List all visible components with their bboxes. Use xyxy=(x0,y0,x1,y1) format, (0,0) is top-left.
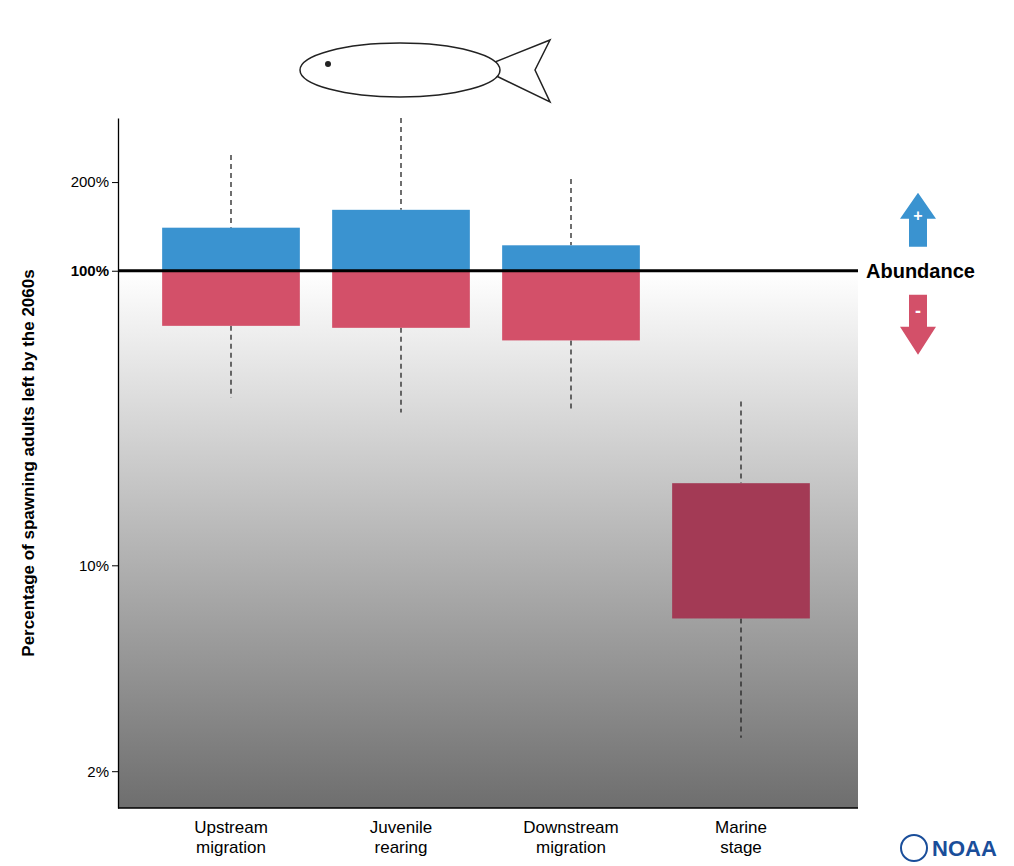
x-tick-label: Juvenilerearing xyxy=(370,818,432,857)
x-tick-label: Upstreammigration xyxy=(194,818,268,857)
x-tick-label-line: migration xyxy=(536,838,606,857)
box-decrease xyxy=(332,271,470,328)
y-axis-line xyxy=(118,119,119,809)
fish-body xyxy=(300,43,500,97)
fish-eye xyxy=(325,61,331,67)
x-tick-label: Downstreammigration xyxy=(523,818,618,857)
x-tick-label-line: Marine xyxy=(715,818,767,837)
whisker-high xyxy=(230,155,231,228)
reference-line xyxy=(118,269,858,272)
x-tick: Juvenilerearing xyxy=(370,808,432,857)
logo-circle xyxy=(901,835,927,861)
x-tick-label-line: Downstream xyxy=(523,818,618,837)
box-increase xyxy=(332,210,470,271)
whisker-low xyxy=(740,618,741,737)
whisker-high xyxy=(740,401,741,483)
y-tick-mark xyxy=(112,271,118,272)
x-axis-line xyxy=(118,807,858,808)
y-axis-title: Percentage of spawning adults left by th… xyxy=(19,269,38,656)
y-axis: 2% 10% 100% 200% xyxy=(71,119,119,809)
chart: Abundance+-2%10%100%200%Upstreammigratio… xyxy=(0,0,1014,866)
arrow-up xyxy=(900,193,936,247)
y-tick: 2% xyxy=(87,762,118,779)
y-tick-label: 100% xyxy=(71,262,109,279)
y-tick: 100% xyxy=(71,262,118,279)
y-tick-mark xyxy=(112,565,118,566)
x-tick-label-line: stage xyxy=(720,838,762,857)
box-increase xyxy=(502,245,640,270)
x-axis: UpstreammigrationJuvenilerearingDownstre… xyxy=(194,808,767,857)
box-decrease xyxy=(162,271,300,326)
x-tick-label-line: migration xyxy=(196,838,266,857)
fish-icon xyxy=(300,40,550,102)
y-tick-mark xyxy=(112,182,118,183)
annotation: Abundance xyxy=(866,260,975,282)
whisker-high xyxy=(400,118,401,210)
source-logo: NOAA xyxy=(932,836,997,861)
x-tick-label-line: rearing xyxy=(375,838,428,857)
whisker-low xyxy=(570,340,571,412)
x-tick-label-line: Upstream xyxy=(194,818,268,837)
box-increase xyxy=(162,228,300,271)
arrow-up-label: + xyxy=(913,207,922,224)
x-tick-label: Marinestage xyxy=(715,818,767,857)
background-gradient xyxy=(118,271,858,808)
box-decrease xyxy=(502,271,640,341)
box-decrease xyxy=(672,483,810,618)
y-tick: 200% xyxy=(71,173,118,190)
whisker-high xyxy=(570,179,571,245)
x-tick-label-line: Juvenile xyxy=(370,818,432,837)
y-tick-label: 2% xyxy=(87,762,109,779)
plot-area xyxy=(162,118,810,738)
arrow-down-label: - xyxy=(915,301,921,321)
y-tick-mark xyxy=(112,771,118,772)
x-tick: Upstreammigration xyxy=(194,808,268,857)
whisker-low xyxy=(230,326,231,398)
y-tick: 10% xyxy=(79,557,118,574)
x-tick: Marinestage xyxy=(715,808,767,857)
whisker-low xyxy=(400,328,401,413)
arrow-down xyxy=(900,295,936,355)
y-tick-label: 200% xyxy=(71,173,109,190)
x-tick: Downstreammigration xyxy=(523,808,618,857)
y-tick-label: 10% xyxy=(79,557,109,574)
